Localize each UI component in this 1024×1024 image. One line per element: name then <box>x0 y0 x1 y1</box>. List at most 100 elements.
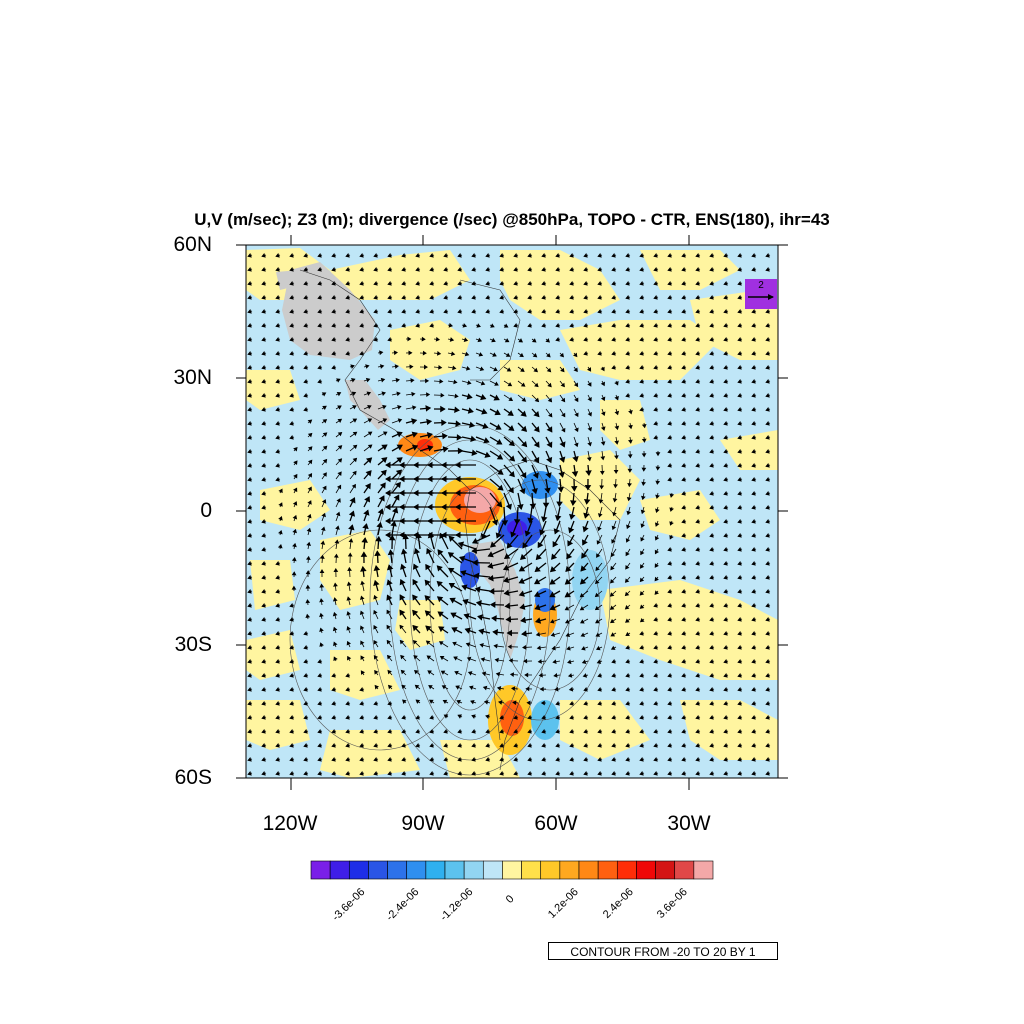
wind-vector-head <box>247 715 252 720</box>
wind-vector-head <box>303 687 308 692</box>
wind-vector-head <box>555 267 560 272</box>
wind-vector-head <box>511 686 516 692</box>
colorbar-swatch <box>674 860 695 880</box>
wind-vector-head <box>667 421 672 426</box>
wind-vector-head <box>539 686 544 692</box>
wind-vector-head <box>303 281 308 286</box>
wind-vector-head <box>275 463 280 468</box>
wind-vector-head <box>447 552 455 559</box>
wind-vector-head <box>443 771 448 776</box>
wind-vector-head <box>681 449 686 454</box>
wind-vector-head <box>359 687 364 692</box>
colorbar-swatch <box>425 860 446 880</box>
wind-vector-head <box>751 365 756 370</box>
wind-vector-head <box>653 351 658 356</box>
wind-vector-head <box>275 729 280 734</box>
wind-vector-head <box>436 565 443 572</box>
wind-vector-head <box>639 771 644 776</box>
wind-vector-head <box>611 525 617 531</box>
wind-vector-head <box>709 729 714 734</box>
wind-vector-head <box>527 743 532 748</box>
wind-vector-head <box>583 295 588 300</box>
wind-vector-head <box>402 533 409 540</box>
wind-vector-head <box>471 757 476 762</box>
wind-vector-head <box>737 645 742 650</box>
wind-vector-head <box>247 603 252 608</box>
wind-vector-head <box>723 435 728 440</box>
wind-vector-head <box>560 382 565 388</box>
wind-vector-head <box>450 612 457 619</box>
wind-vector-head <box>289 687 294 692</box>
wind-vector-head <box>387 669 392 675</box>
wind-vector-head <box>457 714 462 719</box>
wind-vector-head <box>709 547 714 552</box>
wind-vector-head <box>723 743 728 748</box>
wind-vector-head <box>597 351 602 356</box>
wind-vector-head <box>429 715 434 720</box>
wind-vector-head <box>275 281 280 286</box>
wind-vector-head <box>261 267 266 272</box>
wind-vector-head <box>457 295 462 300</box>
wind-vector-head <box>485 757 490 762</box>
wind-vector-head <box>695 505 700 510</box>
wind-vector-head <box>247 393 252 398</box>
wind-vector-head <box>655 480 661 485</box>
wind-vector-head <box>261 505 266 510</box>
wind-vector-head <box>373 267 378 272</box>
wind-vector-head <box>555 309 560 314</box>
wind-vector-head <box>709 421 714 426</box>
wind-vector-head <box>331 281 336 286</box>
wind-vector-head <box>490 323 495 328</box>
wind-vector-head <box>317 701 322 706</box>
wind-vector-head <box>639 393 644 398</box>
wind-vector-head <box>289 393 294 398</box>
wind-vector-head <box>597 309 602 314</box>
wind-vector-head <box>533 426 540 433</box>
wind-vector-head <box>751 729 756 734</box>
wind-vector-head <box>503 589 510 596</box>
wind-vector-head <box>529 503 537 510</box>
wind-vector-head <box>639 337 644 342</box>
wind-vector-head <box>455 503 461 511</box>
wind-vector-head <box>443 253 448 258</box>
wind-vector-head <box>386 609 391 615</box>
wind-vector-head <box>247 295 252 300</box>
wind-vector-head <box>333 582 338 587</box>
wind-vector-head <box>566 645 571 651</box>
wind-vector-head <box>345 253 350 258</box>
wind-vector-head <box>524 530 531 537</box>
wind-vector-head <box>667 379 672 384</box>
wind-vector-head <box>275 323 280 328</box>
wind-vector-head <box>319 642 324 647</box>
wind-vector-head <box>307 459 313 465</box>
reference-vector-arrow <box>748 294 774 300</box>
wind-vector-head <box>599 485 605 490</box>
wind-vector-head <box>373 655 379 660</box>
wind-vector-head <box>723 533 728 538</box>
wind-vector-head <box>425 640 431 645</box>
wind-vector-head <box>597 513 603 518</box>
wind-vector-head <box>544 487 551 494</box>
wind-vector-head <box>457 729 462 734</box>
wind-vector-head <box>695 393 700 398</box>
wind-vector-head <box>247 253 252 258</box>
wind-vector-head <box>428 685 433 690</box>
wind-vector-head <box>247 351 252 356</box>
wind-vector-head <box>467 407 474 414</box>
wind-vector-head <box>654 536 660 541</box>
wind-vector-head <box>521 630 527 637</box>
colorbar-swatch <box>482 860 503 880</box>
wind-vector-head <box>247 575 252 580</box>
wind-vector-head <box>465 366 471 371</box>
wind-vector-head <box>737 323 742 328</box>
wind-vector-head <box>499 715 504 720</box>
wind-vector-head <box>695 757 700 762</box>
wind-vector-head <box>333 553 339 558</box>
wind-vector-head <box>289 379 294 384</box>
wind-vector-head <box>467 671 473 676</box>
wind-vector-head <box>347 552 353 557</box>
wind-vector-head <box>681 407 686 412</box>
wind-vector-head <box>289 323 294 328</box>
wind-vector-head <box>586 367 592 372</box>
